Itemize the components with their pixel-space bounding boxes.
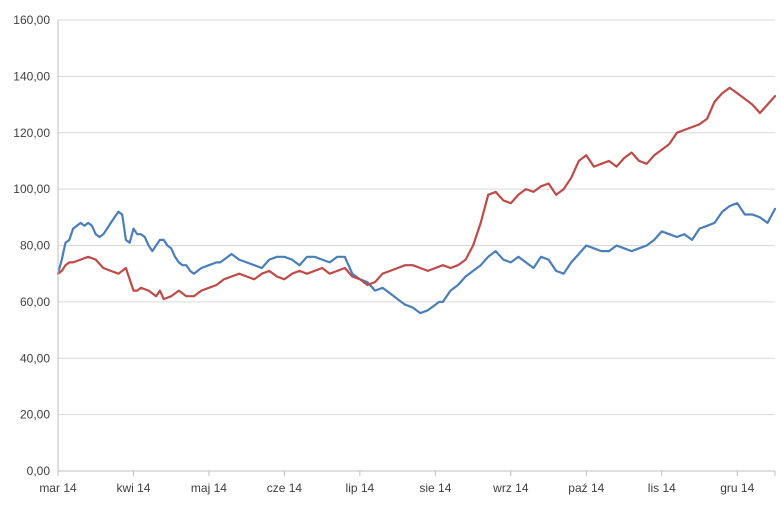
- x-tick-label: lis 14: [648, 481, 676, 495]
- y-tick-label: 80,00: [20, 239, 50, 253]
- x-tick-label: paź 14: [568, 481, 604, 495]
- series-lines: [56, 86, 777, 315]
- x-tick-label: mar 14: [39, 481, 77, 495]
- y-tick-label: 60,00: [20, 295, 50, 309]
- y-tick-label: 120,00: [13, 126, 50, 140]
- gridlines: [58, 19, 775, 416]
- y-tick-label: 40,00: [20, 351, 50, 365]
- y-tick-label: 160,00: [13, 13, 50, 27]
- x-tick-label: gru 14: [720, 481, 754, 495]
- x-tick-label: cze 14: [267, 481, 303, 495]
- x-tick-label: lip 14: [346, 481, 375, 495]
- x-tick-label: sie 14: [419, 481, 451, 495]
- y-axis-tick-labels: 0,00 20,00 40,00 60,00 80,00 100,00 120,00 140,…: [13, 13, 50, 478]
- y-tick-label: 100,00: [13, 182, 50, 196]
- x-tick-label: kwi 14: [116, 481, 150, 495]
- y-tick-label: 0,00: [27, 464, 51, 478]
- y-tick-label: 140,00: [13, 69, 50, 83]
- series-line-1: [56, 202, 777, 315]
- series-line-2: [56, 86, 777, 301]
- x-tick-label: wrz 14: [492, 481, 529, 495]
- x-tick-label: maj 14: [191, 481, 227, 495]
- y-tick-label: 20,00: [20, 408, 50, 422]
- x-axis-ticks: mar 14 kwi 14 maj 14 cze 14 lip 14 sie 14 wrz …: [39, 471, 776, 495]
